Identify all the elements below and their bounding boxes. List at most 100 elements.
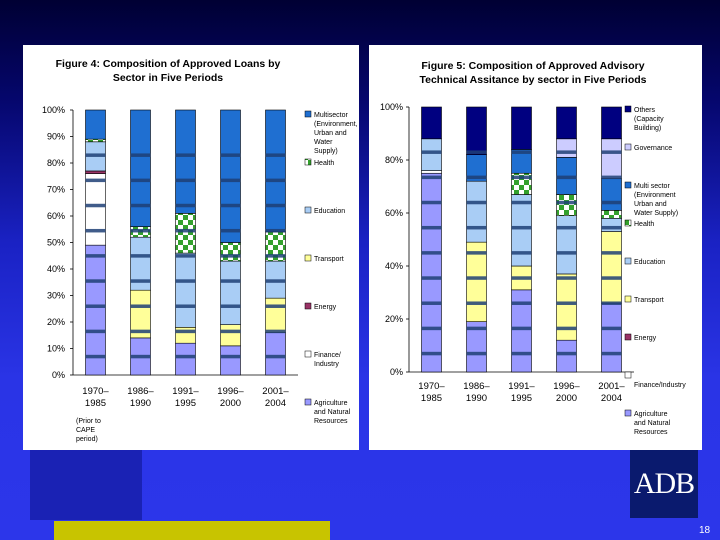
legend-swatch-finance (624, 371, 632, 379)
bar-segment-education (601, 218, 622, 232)
bar-band (556, 150, 577, 154)
legend-label-multisector: Multisector (Environment, Urban and Water Su… (314, 112, 358, 155)
x-category-label: 1996– (553, 381, 580, 392)
bar-band (421, 326, 442, 331)
legend-swatch-education (624, 257, 632, 265)
bar-band (511, 251, 532, 255)
bar-band (421, 276, 442, 280)
legend-label-line: Health (314, 160, 334, 167)
bar-segment-others (511, 106, 532, 150)
bar-band (601, 200, 622, 205)
note-line: (Prior to (76, 418, 101, 425)
bar-band (601, 276, 622, 280)
bar-band (85, 354, 106, 359)
legend-label-others: Others (Capacity Building) (634, 107, 664, 132)
legend-swatch-others (624, 105, 632, 113)
bar-band (130, 178, 151, 183)
bar-band (130, 228, 151, 233)
bar-band (421, 200, 442, 205)
legend-label-line: Resources (634, 429, 668, 436)
bar-segment-agriculture (175, 342, 196, 376)
bar-band (511, 276, 532, 280)
legend-label-health: Health (634, 221, 654, 228)
legend-label-line: (Environment, (314, 121, 358, 128)
y-tick-label: 20% (47, 317, 65, 327)
bar-band (175, 304, 196, 308)
bar-band (466, 225, 487, 230)
bar-band (175, 228, 196, 233)
legend-swatch-finance (304, 350, 312, 358)
bar-band (265, 329, 286, 334)
bar-segment-agriculture (220, 345, 241, 376)
bar-segment-transport (556, 273, 577, 341)
bar-band (601, 225, 622, 230)
x-category-label: 2004 (601, 393, 622, 404)
chart-title-line: Technical Assitance by sector in Five Pe… (419, 74, 646, 86)
legend-label-line: Agriculture (314, 400, 348, 407)
x-category-label: 2000 (220, 398, 241, 409)
y-tick-label: 10% (47, 344, 65, 354)
y-tick-label: 30% (47, 291, 65, 301)
x-category-label: 2004 (265, 398, 286, 409)
bar-band (175, 254, 196, 258)
bar-band (511, 326, 532, 331)
bar-segment-multisector (220, 109, 241, 243)
bar-segment-health (175, 213, 196, 254)
bar-band (85, 228, 106, 233)
bar-band (265, 254, 286, 258)
bar-band (556, 251, 577, 255)
bar-segment-others (556, 106, 577, 140)
bar-band (421, 175, 442, 180)
bar-band (601, 150, 622, 154)
legend-label-line: Energy (634, 335, 657, 342)
y-tick-label: 90% (47, 132, 65, 142)
bar-segment-finance (421, 170, 442, 174)
x-category-label: 1990 (466, 393, 487, 404)
bar-band (85, 178, 106, 183)
legend-label-line: Finance/ (314, 352, 341, 359)
bar-band (511, 200, 532, 205)
bar-band (130, 329, 151, 334)
page-number: 18 (699, 525, 711, 536)
bar-band (220, 304, 241, 308)
bar-band (130, 203, 151, 208)
legend-label-line: Urban and (314, 130, 347, 137)
bar-segment-education (220, 260, 241, 325)
legend-swatch-multisector (304, 110, 312, 118)
bar-segment-agriculture (556, 339, 577, 373)
bar-band (265, 228, 286, 233)
legend-label-line: Governance (634, 145, 672, 152)
bar-band (556, 225, 577, 230)
bar-band (421, 225, 442, 230)
bar-band (130, 354, 151, 359)
legend-label-line: Education (634, 259, 665, 266)
bar-band (85, 203, 106, 208)
legend-label-transport: Transport (634, 297, 664, 304)
bar-band (130, 153, 151, 157)
footer-accent-bar (54, 521, 330, 540)
bar-band (466, 150, 487, 154)
bar-segment-others (421, 106, 442, 140)
legend-swatch-energy (624, 333, 632, 341)
prior-to-cape-note: (Prior to CAPE period) (76, 418, 101, 443)
bar-band (556, 301, 577, 305)
y-tick-label: 80% (47, 158, 65, 168)
bar-segment-multisector (175, 109, 196, 214)
y-tick-label: 20% (385, 314, 403, 324)
x-category-label: 1996– (217, 386, 244, 397)
decorative-band (30, 450, 142, 520)
legend-label-line: Supply) (314, 148, 338, 155)
y-tick-label: 0% (52, 370, 65, 380)
bar-band (85, 279, 106, 283)
chart-title-line: Figure 4: Composition of Approved Loans … (56, 58, 281, 70)
bar-band (175, 178, 196, 183)
x-category-label: 1985 (85, 398, 106, 409)
bar-band (421, 351, 442, 356)
bar-segment-health (556, 194, 577, 216)
bar-segment-governance (556, 138, 577, 158)
bar-segment-transport (265, 297, 286, 333)
bar-band (421, 301, 442, 305)
bar-band (511, 175, 532, 180)
legend-label-line: Others (634, 107, 656, 114)
bar-band (265, 304, 286, 308)
